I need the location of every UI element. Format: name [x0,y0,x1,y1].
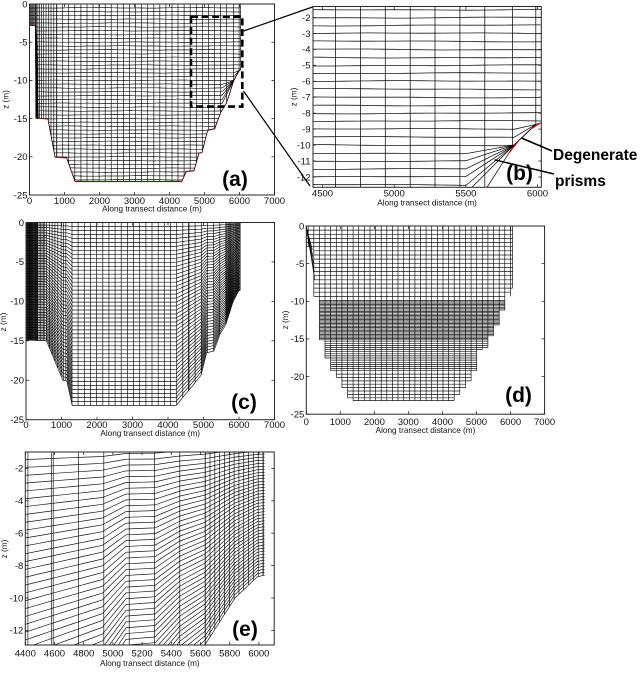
svg-text:5000: 5000 [466,417,487,428]
svg-text:5000: 5000 [384,188,405,199]
svg-text:-10: -10 [14,76,28,87]
svg-text:z (m): z (m) [281,310,290,329]
svg-text:0: 0 [27,196,32,207]
svg-text:4000: 4000 [157,420,178,431]
svg-text:-10: -10 [297,140,311,151]
svg-text:4500: 4500 [312,188,333,199]
svg-text:(b): (b) [506,162,533,185]
svg-text:(e): (e) [232,618,258,641]
svg-text:z (m): z (m) [2,90,11,109]
svg-text:5000: 5000 [193,420,214,431]
svg-text:-10: -10 [291,297,305,308]
svg-text:-6: -6 [15,529,23,540]
svg-text:Along transect distance (m): Along transect distance (m) [100,429,200,438]
svg-text:1000: 1000 [51,420,72,431]
svg-text:5000: 5000 [102,649,123,660]
svg-text:4800: 4800 [73,649,94,660]
svg-text:3000: 3000 [124,196,145,207]
svg-text:-5: -5 [296,259,304,270]
svg-text:7000: 7000 [264,196,285,207]
svg-text:7000: 7000 [264,420,285,431]
svg-text:5800: 5800 [219,649,240,660]
svg-text:5200: 5200 [132,649,153,660]
svg-text:-7: -7 [302,93,310,104]
svg-text:5000: 5000 [194,196,215,207]
svg-text:5400: 5400 [161,649,182,660]
svg-text:-4: -4 [15,496,23,507]
svg-text:4000: 4000 [432,417,453,428]
svg-text:-2: -2 [15,464,23,475]
svg-text:5600: 5600 [190,649,211,660]
svg-text:-11: -11 [297,156,310,167]
svg-text:5500: 5500 [455,188,476,199]
svg-text:0: 0 [19,218,24,229]
svg-text:Along transect distance (m): Along transect distance (m) [376,426,476,435]
svg-text:1000: 1000 [54,196,75,207]
svg-text:0: 0 [22,0,27,10]
svg-text:-3: -3 [302,29,310,40]
svg-text:(a): (a) [222,168,248,191]
svg-text:(d): (d) [505,384,532,407]
svg-text:-4: -4 [302,45,310,56]
svg-text:2000: 2000 [89,196,110,207]
svg-text:0: 0 [23,420,28,431]
svg-text:-15: -15 [14,114,28,125]
svg-text:-8: -8 [15,561,23,572]
svg-text:Along transect distance (m): Along transect distance (m) [102,204,202,213]
svg-text:2000: 2000 [364,417,385,428]
svg-text:6000: 6000 [248,649,269,660]
svg-text:(c): (c) [231,391,257,414]
svg-text:prisms: prisms [555,173,606,190]
svg-text:2000: 2000 [86,420,107,431]
svg-text:-5: -5 [302,61,310,72]
svg-text:-15: -15 [10,336,24,347]
svg-text:-5: -5 [16,257,24,268]
svg-text:4400: 4400 [15,649,36,660]
svg-text:-9: -9 [302,124,310,135]
svg-text:-6: -6 [302,77,310,88]
svg-text:Degenerate: Degenerate [553,147,638,164]
svg-text:z (m): z (m) [290,87,299,106]
svg-text:3000: 3000 [398,417,419,428]
svg-text:-10: -10 [10,297,24,308]
svg-text:6000: 6000 [500,417,521,428]
svg-text:-25: -25 [291,410,305,421]
svg-text:-8: -8 [302,109,310,120]
svg-text:4600: 4600 [44,649,65,660]
svg-text:3000: 3000 [122,420,143,431]
svg-text:0: 0 [299,221,304,232]
svg-text:-20: -20 [10,376,24,387]
svg-text:6000: 6000 [228,420,249,431]
svg-text:-20: -20 [14,152,28,163]
svg-text:-20: -20 [291,372,305,383]
svg-text:Along transect distance (m): Along transect distance (m) [377,199,477,208]
svg-text:-12: -12 [10,626,24,637]
svg-text:6000: 6000 [527,188,548,199]
svg-text:-5: -5 [19,38,27,49]
svg-text:Along transect distance (m): Along transect distance (m) [100,659,200,668]
svg-text:-10: -10 [10,593,24,604]
svg-text:6000: 6000 [229,196,250,207]
svg-text:z (m): z (m) [0,312,8,331]
svg-text:0: 0 [304,417,309,428]
svg-text:z (m): z (m) [0,539,9,558]
svg-text:-15: -15 [291,334,305,345]
svg-text:7000: 7000 [534,417,555,428]
svg-text:-2: -2 [302,13,310,24]
svg-text:4000: 4000 [159,196,180,207]
svg-text:-25: -25 [10,415,24,426]
svg-text:-25: -25 [14,190,28,201]
svg-text:1000: 1000 [330,417,351,428]
